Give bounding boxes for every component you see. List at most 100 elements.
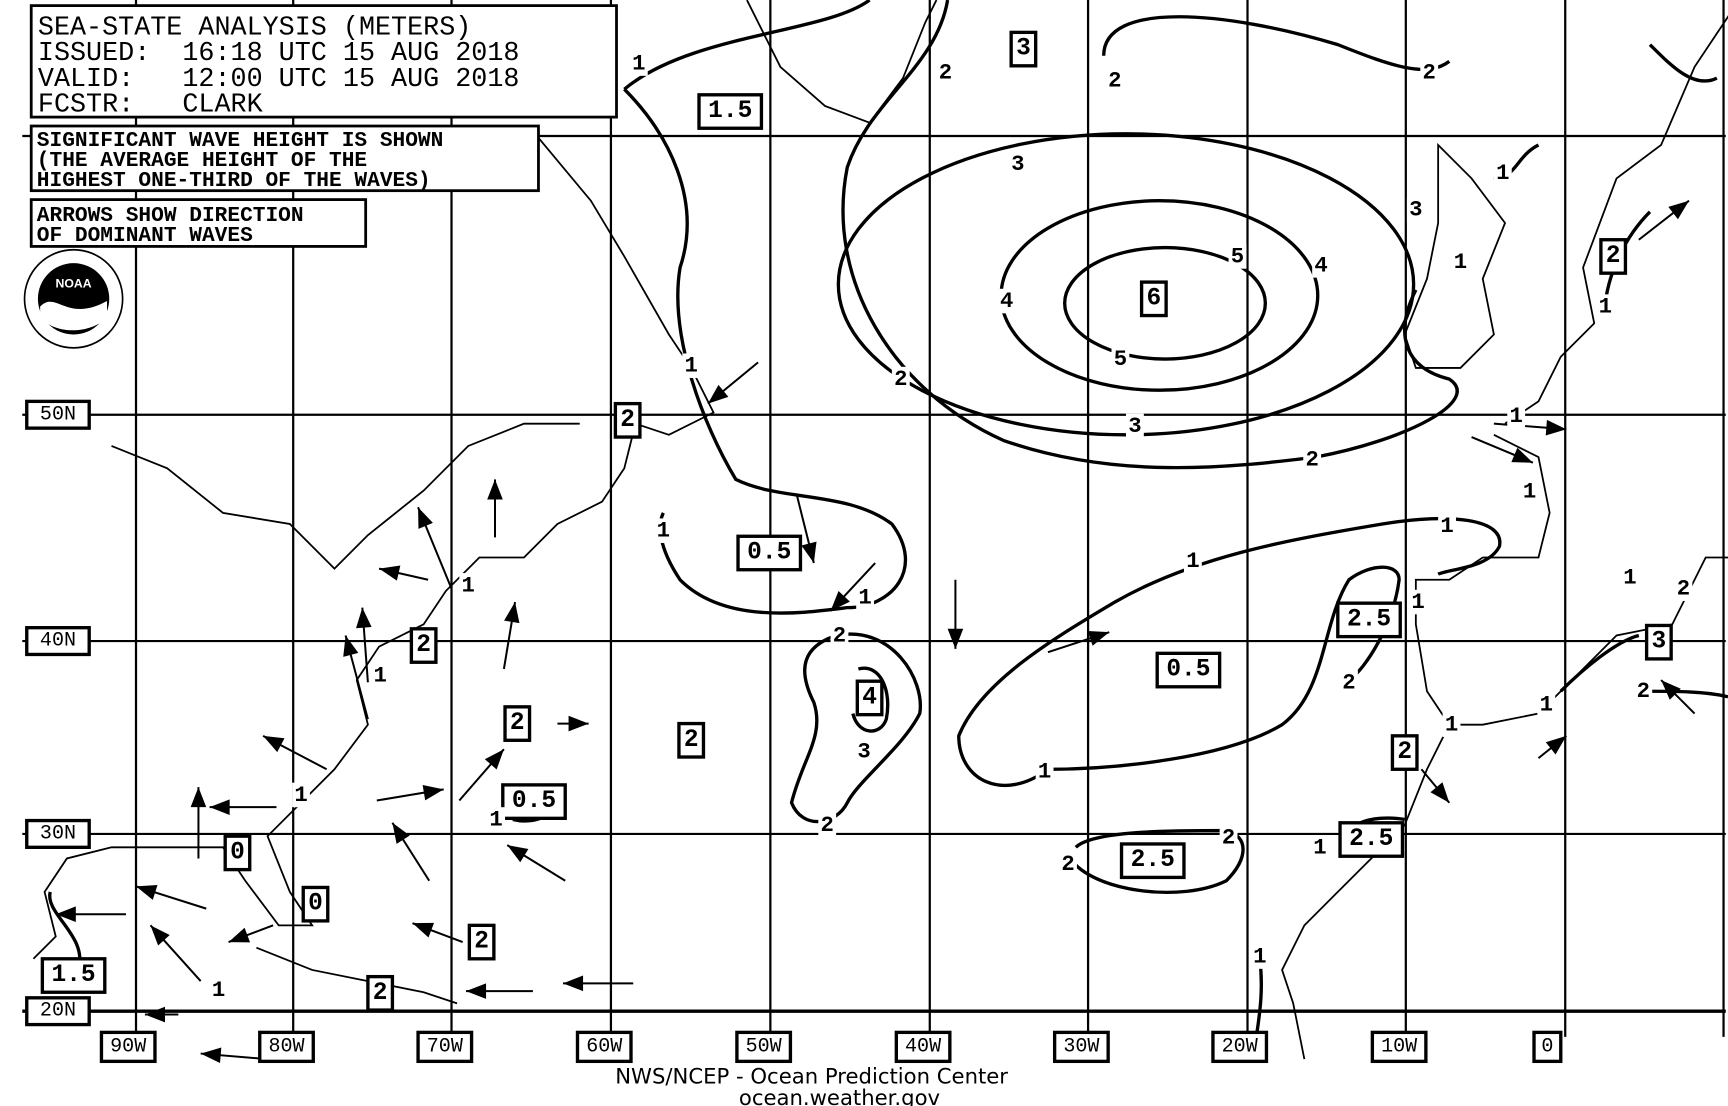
wave-direction-arrow <box>356 607 372 683</box>
wave-height-box: 2 <box>613 401 642 439</box>
wave-direction-arrow <box>144 1006 179 1023</box>
contour-label: 1 <box>1496 160 1509 186</box>
wave-height-box: 2.5 <box>1119 842 1186 880</box>
wave-height-value: 3 <box>1016 36 1031 63</box>
contour-label: 1 <box>1411 589 1424 615</box>
note-line: ARROWS SHOW DIRECTION <box>37 204 304 228</box>
wave-direction-arrow <box>200 1047 268 1064</box>
wave-direction-arrow <box>947 579 964 649</box>
wave-direction-arrow <box>506 844 566 882</box>
wave-direction-arrows <box>55 199 1696 1064</box>
issued-time: ISSUED: 16:18 UTC 15 AUG 2018 <box>38 39 520 69</box>
lat-label: 30N <box>40 822 76 845</box>
lat-label: 20N <box>40 1000 76 1023</box>
chart-title: SEA-STATE ANALYSIS (METERS) <box>38 14 471 44</box>
valid-time: VALID: 12:00 UTC 15 AUG 2018 <box>38 65 520 95</box>
contour-label: 1 <box>1523 479 1536 505</box>
contour-label: 2 <box>1305 446 1318 472</box>
wave-direction-arrow <box>378 565 429 581</box>
wave-height-box: 3 <box>1009 30 1038 68</box>
wave-height-box: 4 <box>855 679 884 717</box>
wave-direction-arrow <box>135 884 207 910</box>
wave-height-value: 0 <box>230 839 245 866</box>
lat-label: 50N <box>40 403 76 426</box>
wave-direction-arrow <box>1047 630 1110 654</box>
wave-height-value: 2 <box>416 632 431 659</box>
wave-height-value: 2.5 <box>1349 826 1393 853</box>
lon-label: 40W <box>905 1035 942 1058</box>
wave-direction-arrow <box>209 799 277 815</box>
wave-direction-arrow <box>1537 735 1567 759</box>
contour-label: 1 <box>212 977 225 1003</box>
wave-direction-arrow <box>412 922 464 944</box>
wave-direction-arrow <box>502 601 520 670</box>
longitude-labels: 90W 80W 70W 60W 50W 40W 30W 20W 10W 0 <box>99 1030 1563 1064</box>
wave-direction-arrow <box>487 479 503 538</box>
lat-label: 40N <box>40 630 76 653</box>
contour-label: 1 <box>1038 759 1051 785</box>
contour-label: 1 <box>1540 692 1553 718</box>
wave-height-box: 2 <box>503 705 532 742</box>
wave-height-value: 1.5 <box>708 98 752 125</box>
contour-label: 1 <box>373 663 386 689</box>
wave-height-value: 2 <box>1397 739 1412 766</box>
contour-label: 1 <box>1509 403 1522 429</box>
wave-height-box: 3 <box>1644 623 1673 661</box>
wave-direction-arrow <box>829 562 876 612</box>
wave-height-value: 2.5 <box>1347 606 1391 633</box>
lon-label: 10W <box>1381 1035 1418 1058</box>
wave-height-value: 6 <box>1146 285 1161 312</box>
contour-label: 2 <box>1423 60 1436 86</box>
wave-direction-arrow <box>55 906 126 923</box>
wave-direction-arrow <box>149 924 202 982</box>
contour-label: 2 <box>821 812 834 838</box>
wave-height-box: 0.5 <box>501 783 567 821</box>
wave-direction-arrow <box>1660 679 1696 715</box>
contour-label: 1 <box>1440 513 1453 539</box>
header-box: SEA-STATE ANALYSIS (METERS) ISSUED: 16:1… <box>29 4 618 121</box>
wave-direction-arrow <box>417 506 453 590</box>
wave-direction-arrow <box>458 748 505 802</box>
contour-label: 2 <box>1108 67 1121 93</box>
wave-direction-arrow <box>1471 436 1534 464</box>
wave-direction-arrow <box>262 734 328 771</box>
wave-height-value: 2 <box>373 980 388 1007</box>
wave-height-value: 2 <box>510 710 525 737</box>
wave-height-box: 2 <box>409 627 438 664</box>
contour-label: 4 <box>1314 252 1327 278</box>
contour-label: 2 <box>894 366 907 392</box>
contour-label: 2 <box>1061 851 1074 877</box>
wave-height-value: 0 <box>308 891 323 918</box>
wave-height-box: 2 <box>677 721 706 759</box>
wave-direction-arrow <box>557 715 589 732</box>
wave-height-value: 0.5 <box>1166 657 1210 684</box>
lon-label: 70W <box>427 1035 464 1058</box>
wave-height-value: 4 <box>862 684 877 711</box>
contour-label: 1 <box>1454 249 1467 275</box>
contour-label: 5 <box>1114 346 1127 372</box>
wave-height-value: 1.5 <box>52 962 96 989</box>
wave-direction-arrow <box>376 784 444 802</box>
wave-height-box: 0.5 <box>736 534 803 572</box>
wave-height-value: 2 <box>620 407 635 434</box>
note-line: (THE AVERAGE HEIGHT OF THE <box>37 149 367 173</box>
contour-label: 1 <box>1253 944 1266 970</box>
wave-height-value: 2.5 <box>1131 847 1175 874</box>
wave-height-box: 0 <box>223 834 252 872</box>
wave-height-box: 1.5 <box>697 93 764 130</box>
arrows-note: ARROWS SHOW DIRECTION OF DOMINANT WAVES <box>29 198 368 248</box>
wave-direction-arrow <box>1420 768 1451 804</box>
note-line: HIGHEST ONE-THIRD OF THE WAVES) <box>37 169 431 193</box>
lon-label: 0 <box>1541 1035 1553 1058</box>
wave-height-box: 2 <box>1599 238 1628 275</box>
contour-label: 1 <box>1599 294 1612 320</box>
contour-label: 1 <box>1186 548 1199 574</box>
wave-direction-arrow <box>391 822 431 882</box>
wave-direction-arrow <box>1638 199 1690 241</box>
wave-height-box: 2 <box>467 923 496 961</box>
wave-height-box: 2 <box>366 974 395 1012</box>
wave-height-value: 2 <box>684 727 699 754</box>
contour-label: 2 <box>833 622 846 648</box>
